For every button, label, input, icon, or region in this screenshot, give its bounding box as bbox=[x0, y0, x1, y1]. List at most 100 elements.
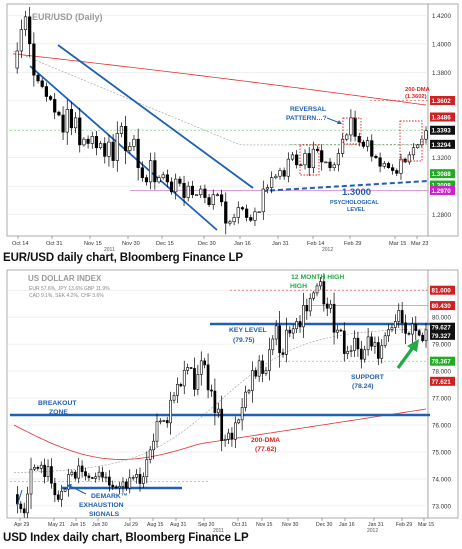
candle bbox=[78, 107, 82, 153]
candle bbox=[404, 314, 407, 345]
candle-body bbox=[278, 325, 281, 354]
candle-body bbox=[414, 323, 418, 331]
candle-body bbox=[77, 465, 81, 479]
candle-body bbox=[421, 334, 424, 341]
candle-body bbox=[172, 395, 176, 401]
candle bbox=[395, 168, 399, 177]
candle bbox=[199, 351, 203, 386]
candle-body bbox=[80, 465, 84, 472]
candle bbox=[373, 336, 377, 354]
candle-body bbox=[240, 407, 244, 421]
candle bbox=[315, 145, 320, 153]
candle bbox=[359, 340, 363, 369]
candle-body bbox=[39, 464, 43, 469]
candle-body bbox=[169, 399, 172, 424]
candle bbox=[70, 469, 74, 477]
candle-body bbox=[65, 109, 69, 133]
candle-body bbox=[215, 194, 220, 196]
candle-body bbox=[101, 471, 104, 478]
candle-body bbox=[111, 141, 115, 161]
candle-body bbox=[365, 140, 370, 147]
candle-body bbox=[417, 330, 421, 336]
candle-body bbox=[203, 188, 207, 198]
candle-body bbox=[194, 194, 199, 196]
candle-body bbox=[245, 208, 249, 218]
candle-body bbox=[128, 146, 132, 151]
ma-short-line bbox=[13, 328, 427, 473]
candle-body bbox=[357, 136, 361, 143]
x-tick-label: Apr 29 bbox=[14, 522, 29, 528]
candle bbox=[152, 433, 155, 459]
candle bbox=[237, 418, 241, 425]
candle bbox=[290, 151, 295, 162]
candle bbox=[135, 469, 138, 484]
candle-body bbox=[261, 360, 264, 374]
candle-body bbox=[26, 493, 29, 514]
price-tag: 78.367 bbox=[432, 359, 452, 366]
candle-body bbox=[397, 310, 401, 322]
candle bbox=[99, 141, 103, 150]
reversal-box bbox=[399, 120, 423, 162]
candle bbox=[424, 126, 428, 144]
y-tick-label: 1.4000 bbox=[432, 41, 451, 48]
candle bbox=[56, 490, 60, 503]
candle-body bbox=[374, 155, 378, 159]
candle bbox=[387, 324, 390, 342]
annotation-12-month-high: 12 MONTH HIGH bbox=[291, 274, 344, 281]
candle bbox=[307, 147, 311, 176]
candle bbox=[232, 213, 236, 226]
candle-body bbox=[186, 185, 190, 198]
candle bbox=[356, 331, 360, 357]
candle bbox=[97, 466, 101, 481]
candle bbox=[179, 382, 183, 388]
candle bbox=[361, 139, 366, 149]
candle-body bbox=[94, 476, 98, 479]
candle-body bbox=[230, 432, 234, 440]
candle bbox=[104, 472, 108, 483]
candle bbox=[244, 385, 247, 412]
candle bbox=[320, 144, 324, 171]
candle bbox=[288, 326, 292, 337]
candle-body bbox=[97, 471, 101, 478]
y-tick-label: 78.000 bbox=[432, 369, 451, 376]
candle bbox=[199, 185, 203, 198]
candle-body bbox=[186, 367, 190, 371]
candle bbox=[325, 297, 329, 316]
annotation-1-3000: 1.3000 bbox=[342, 187, 371, 198]
candle bbox=[57, 110, 61, 117]
candle-body bbox=[416, 144, 420, 149]
x-tick-label: Feb 29 bbox=[344, 241, 361, 247]
candle-body bbox=[29, 468, 33, 495]
candle bbox=[240, 206, 245, 211]
candle bbox=[271, 335, 275, 356]
candle bbox=[328, 158, 332, 172]
annotation-signals: SIGNALS bbox=[89, 511, 120, 518]
candle-body bbox=[240, 207, 245, 210]
usd-index-panel: 81.000 80.000 79.000 78.000 77.000 76.000 75.0… bbox=[0, 268, 462, 549]
candle bbox=[61, 106, 65, 140]
candle-body bbox=[22, 508, 26, 514]
candle bbox=[274, 173, 278, 180]
candle-body bbox=[249, 217, 253, 221]
candle-body bbox=[349, 117, 353, 136]
candle bbox=[254, 367, 258, 379]
y-tick-label: 74.000 bbox=[432, 476, 451, 483]
eurusd-caption: EUR/USD daily chart, Bloomberg Finance L… bbox=[3, 252, 244, 264]
candle bbox=[165, 416, 169, 428]
candle-body bbox=[87, 475, 91, 478]
candle-body bbox=[121, 481, 125, 487]
candle bbox=[240, 398, 244, 431]
price-tag: 1.2970 bbox=[432, 188, 452, 195]
candle-body bbox=[199, 188, 203, 196]
price-tag-bg bbox=[430, 112, 455, 122]
candle bbox=[128, 142, 132, 154]
candle bbox=[332, 292, 336, 345]
candle-body bbox=[190, 185, 194, 196]
candle bbox=[77, 458, 81, 484]
candle bbox=[407, 331, 411, 336]
candle bbox=[261, 180, 265, 221]
candle bbox=[193, 357, 196, 397]
candle bbox=[60, 485, 64, 507]
candle bbox=[253, 207, 257, 226]
candle bbox=[424, 322, 428, 348]
